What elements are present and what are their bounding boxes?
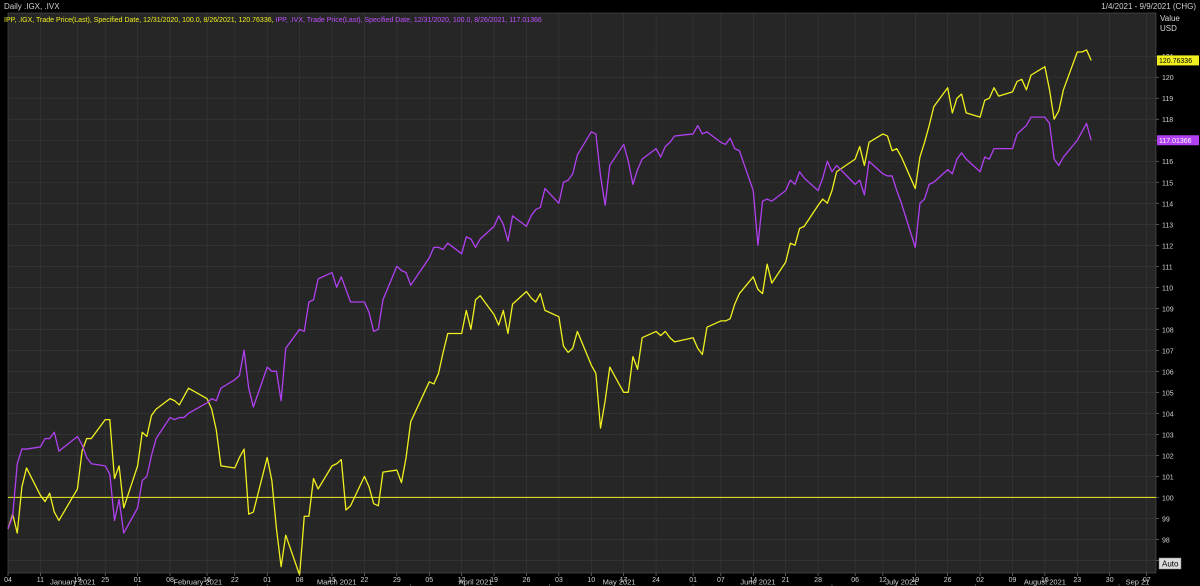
y-tick-label: 120 [1162, 75, 1174, 82]
y-tick-label: 116 [1162, 159, 1173, 166]
y-tick-label: 103 [1162, 432, 1174, 439]
month-label: August 2021 [1024, 578, 1066, 586]
month-label: April 2021 [459, 578, 493, 586]
month-label: Sep 21 [1126, 578, 1150, 586]
x-tick-label: 19 [490, 577, 498, 584]
x-tick-label: 17 [620, 577, 628, 584]
x-tick-label: 16 [1041, 577, 1049, 584]
grid-lines [7, 13, 1156, 573]
x-tick-label: 01 [689, 577, 697, 584]
x-tick-label: 19 [74, 577, 82, 584]
x-tick-label: 30 [1106, 577, 1114, 584]
y-tick-label: 101 [1162, 474, 1174, 481]
y-tick-label: 112 [1162, 243, 1173, 250]
x-tick-label: 08 [296, 577, 304, 584]
x-tick-label: 04 [4, 577, 12, 584]
y-tick-label: 104 [1162, 411, 1174, 418]
last-value-tag-igx-line [1157, 55, 1199, 66]
y-tick-label: 99 [1162, 516, 1170, 523]
x-tick-label: 16 [203, 577, 211, 584]
y-tick-label: 119 [1162, 96, 1173, 103]
x-tick-label: 22 [361, 577, 369, 584]
x-tick-label: 09 [1009, 577, 1017, 584]
last-value-tag-ivx-line [1157, 135, 1199, 146]
igx-line [7, 49, 1092, 576]
x-tick-label: 11 [37, 577, 44, 584]
month-label: February 2021 [173, 578, 222, 586]
y-tick-label: 100 [1162, 495, 1174, 502]
y-tick-label: 98 [1162, 537, 1170, 544]
x-tick-label: 29 [393, 577, 401, 584]
y-tick-label: 105 [1162, 390, 1174, 397]
x-tick-label: 25 [101, 577, 109, 584]
y-tick-label: 110 [1162, 285, 1173, 292]
x-axis: 04 11 19 25 01 08 16 22 01 08 15 22 29 05 12 19 26 03 10 17… [4, 573, 1151, 586]
x-tick-label: 23 [1073, 577, 1081, 584]
month-label: January 2021 [50, 578, 95, 586]
y-tick-label: 109 [1162, 306, 1174, 313]
plot-background [7, 12, 1157, 574]
x-tick-label: 26 [523, 577, 531, 584]
series-layer [7, 49, 1092, 576]
x-tick-label: 14 [749, 577, 757, 584]
legend-igx: IPP, .IGX, Trade Price(Last), Specified … [4, 17, 274, 24]
x-tick-label: 15 [328, 577, 336, 584]
y-tick-label: 118 [1162, 117, 1173, 124]
legend: IPP, .IGX, Trade Price(Last), Specified … [4, 15, 542, 27]
date-range: 1/4/2021 - 9/9/2021 (CHG) [1101, 2, 1196, 11]
auto-button-label[interactable]: Auto [1162, 560, 1179, 569]
x-tick-label: 07 [717, 577, 725, 584]
x-tick-label: 28 [814, 577, 822, 584]
y-tick-label: 106 [1162, 369, 1174, 376]
x-tick-label: 05 [425, 577, 433, 584]
y-tick-label: 111 [1162, 264, 1173, 271]
ivx-line [7, 116, 1092, 534]
auto-button[interactable]: Auto [1158, 557, 1182, 570]
x-tick-label: 10 [587, 577, 595, 584]
y-tick-label: 113 [1162, 222, 1173, 229]
month-label: May 2021 [603, 578, 636, 586]
y-axis: 9798991001011021031041051061071081091101… [1156, 54, 1199, 565]
x-tick-label: 07 [1143, 577, 1151, 584]
value-axis-label: Value [1160, 14, 1180, 23]
x-tick-label: 21 [782, 577, 790, 584]
x-tick-label: 02 [976, 577, 984, 584]
month-label: June 2021 [740, 578, 775, 586]
x-tick-label: 19 [911, 577, 919, 584]
x-tick-label: 01 [263, 577, 271, 584]
last-value-label-igx-line: 120.76336 [1159, 58, 1192, 65]
month-label: March 2021 [317, 578, 357, 586]
x-tick-label: 22 [231, 577, 239, 584]
y-tick-label: 115 [1162, 180, 1173, 187]
x-tick-label: 26 [944, 577, 952, 584]
x-tick-label: 03 [555, 577, 563, 584]
x-tick-label: 24 [652, 577, 660, 584]
x-tick-label: 08 [166, 577, 174, 584]
x-tick-label: 01 [134, 577, 142, 584]
y-tick-label: 102 [1162, 453, 1174, 460]
x-tick-label: 12 [458, 577, 466, 584]
chart-title: Daily .IGX, .IVX [4, 2, 60, 11]
x-tick-label: 12 [879, 577, 887, 584]
last-value-label-ivx-line: 117.01366 [1159, 138, 1192, 145]
y-tick-label: 107 [1162, 348, 1174, 355]
unit-axis-label: USD [1160, 24, 1177, 33]
x-tick-label: 06 [851, 577, 859, 584]
y-tick-label: 108 [1162, 327, 1174, 334]
legend-ivx: IPP, .IVX, Trade Price(Last), Specified … [275, 17, 542, 24]
y-tick-label: 114 [1162, 201, 1173, 208]
month-label: July 2021 [885, 578, 917, 586]
